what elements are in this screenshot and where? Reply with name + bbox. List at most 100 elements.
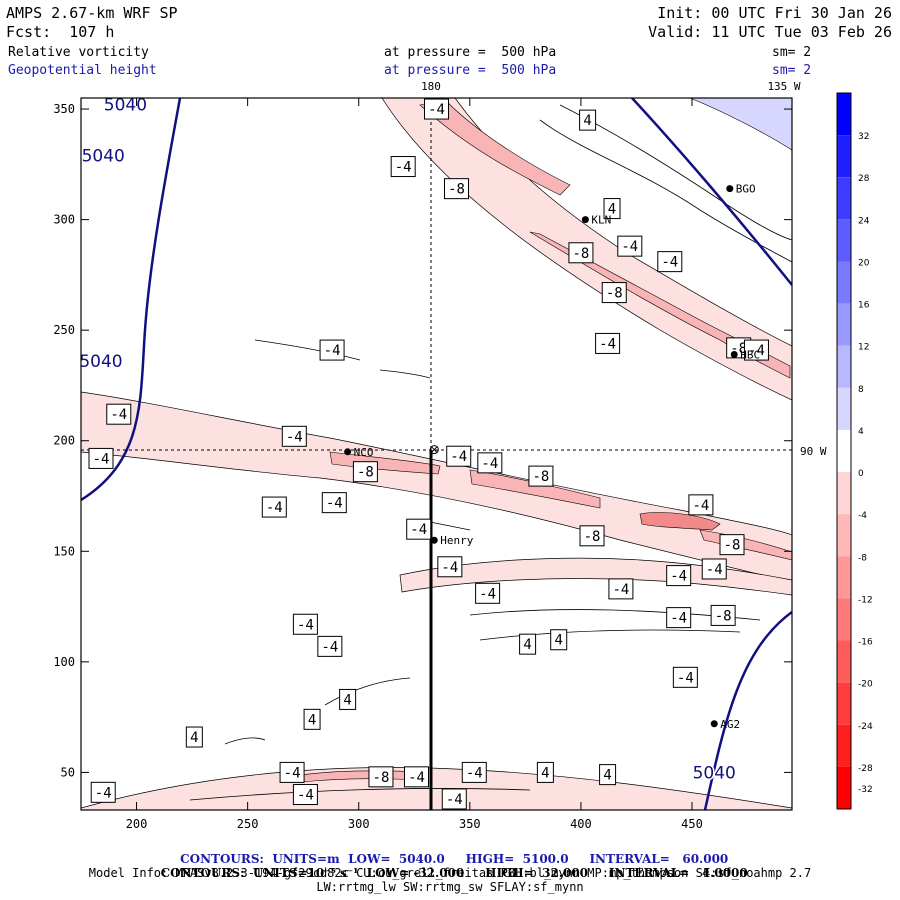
height-level-label: at pressure = 500 hPa [384,63,557,78]
svg-text:HBC: HBC [740,348,760,361]
vorticity-contour-label: -4 [666,607,692,629]
colorbar-tick-label: -16 [858,638,873,648]
colorbar-tick-label: -12 [858,595,873,605]
colorbar-tick-label: 12 [858,343,869,353]
vorticity-contour-label: -8 [352,461,378,483]
vorticity-contour-prefix: CONTOURS: [160,866,245,880]
svg-text:-4: -4 [446,792,463,808]
svg-text:-4: -4 [677,670,694,686]
vorticity-contour-label: 4 [303,708,321,730]
vorticity-contour-label: -4 [672,666,698,688]
x-tick-label: 250 [237,817,259,831]
vorticity-contour-label: -4 [657,251,683,273]
svg-text:-4: -4 [612,582,629,598]
vorticity-contour-label: -8 [368,766,394,788]
x-tick-label: 450 [681,817,703,831]
svg-text:-4: -4 [410,522,427,538]
svg-text:-8: -8 [357,465,374,481]
vorticity-contour-label: 4 [599,764,617,786]
vorticity-contour-low: LOW= -32.000 [366,866,465,880]
svg-text:-4: -4 [661,255,678,271]
station-nco: NCO [344,446,374,459]
vorticity-contour-label: -4 [441,788,467,810]
vorticity-contour-label: -4 [477,452,503,474]
model-info: Model Info: MPASv8.2.3-194-gf29cd82c CU:… [88,866,812,880]
colorbar-swatch [837,93,851,136]
height-contour-units: UNITS=m [272,852,340,866]
vorticity-contour-label: 4 [579,109,597,131]
y-tick-label: 50 [61,765,75,779]
vorticity-contour-label: 4 [339,688,357,710]
y-tick-label: 350 [53,102,75,116]
vorticity-contour-label: -4 [292,613,318,635]
vorticity-contour-label: -4 [475,582,501,604]
station-henry: Henry [430,534,474,547]
vorticity-contour-label: 4 [550,629,568,651]
x-tick-label: 300 [348,817,370,831]
colorbar-swatch [837,219,851,262]
vorticity-contour-label: -4 [390,156,416,178]
height-contour-high: HIGH= 5100.0 [465,852,569,866]
colorbar-swatch [837,682,851,725]
model-title: AMPS 2.67-km WRF SP [6,4,178,22]
vorticity-contour-label: 4 [519,633,537,655]
svg-text:-4: -4 [441,560,458,576]
physics-info: LW:rrtmg_lw SW:rrtmg_sw SFLAY:sf_mynn [316,880,584,894]
valid-time: Valid: 11 UTC Tue 03 Feb 26 [648,23,892,41]
colorbar-swatch [837,724,851,767]
svg-text:-4: -4 [297,617,314,633]
vorticity-contour-label: -4 [743,339,769,361]
colorbar-tick-label: -4 [858,511,867,521]
svg-text:-4: -4 [297,788,314,804]
svg-text:-4: -4 [428,102,445,118]
svg-text:-8: -8 [572,246,589,262]
svg-text:Henry: Henry [440,534,473,547]
height-smoothing-label: sm= 2 [772,63,812,78]
svg-text:-4: -4 [395,160,412,176]
vorticity-contour-label: -4 [446,445,472,467]
colorbar-swatch [837,556,851,599]
vorticity-contour-label: -4 [88,447,114,469]
colorbar-swatch [837,472,851,515]
vorticity-contour-units: UNITS=10⁻⁵ s⁻¹ [252,866,359,880]
svg-text:-4: -4 [95,785,112,801]
vorticity-contour-label: -8 [719,534,745,556]
svg-text:-4: -4 [110,407,127,423]
station-kln: KLN [581,214,611,227]
colorbar: 32 28 24 20 16 12 8 4 0 -4 -8 -12 -16 -20 -24 -28 -32 [836,92,873,810]
svg-text:-4: -4 [481,456,498,472]
colorbar-tick-label: 8 [858,385,864,395]
lat-label-90w: 90 W [800,445,827,458]
y-tick-label: 200 [53,434,75,448]
height-contour-label: 5040 [104,96,147,116]
vorticity-contour-label: -4 [666,565,692,587]
svg-text:-4: -4 [621,239,638,255]
svg-text:-8: -8 [715,608,732,624]
station-ag2: AG2 [710,718,740,731]
vorticity-contour-info: CONTOURS: UNITS=10⁻⁵ s⁻¹ LOW= -32.000 HI… [0,852,900,880]
vorticity-contour-label: -4 [595,332,621,354]
vorticity-contour-high: HIGH= 32.000 [485,866,589,880]
x-tick-label: 400 [570,817,592,831]
vorticity-contour-label: -8 [579,525,605,547]
vorticity-contour-interval: INTERVAL= 4.0000 [608,866,748,880]
svg-text:4: 4 [541,765,549,781]
lon-label-180: 180 [421,80,441,93]
svg-text:AG2: AG2 [720,718,740,731]
vorticity-contour-label: -4 [106,403,132,425]
vorticity-contour-label: -4 [281,425,307,447]
vorticity-contour-label: -4 [437,556,463,578]
height-contour-prefix: CONTOURS: [180,852,264,866]
svg-text:-4: -4 [670,569,687,585]
y-tick-label: 150 [53,544,75,558]
svg-text:-8: -8 [448,182,465,198]
colorbar-tick-label: -8 [858,553,867,563]
colorbar-tick-label: 28 [858,174,870,184]
svg-text:-4: -4 [692,498,709,514]
vorticity-contour-label: -4 [319,339,345,361]
svg-text:4: 4 [583,113,591,129]
vorticity-level-label: at pressure = 500 hPa [384,45,557,60]
vorticity-contour-label: -4 [608,578,634,600]
forecast-hour: Fcst: 107 h [6,23,115,41]
field-vorticity-label: Relative vorticity [8,45,149,60]
